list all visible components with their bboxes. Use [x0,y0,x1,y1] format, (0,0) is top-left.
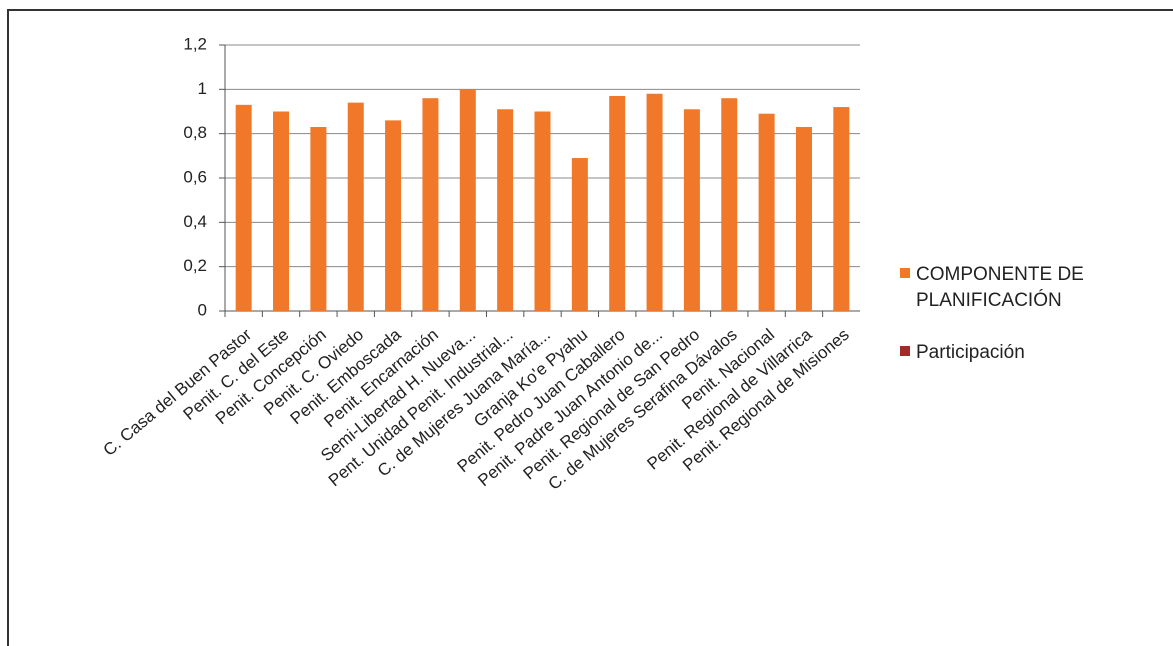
bar [273,111,290,311]
bar [683,109,700,312]
legend-swatch [900,346,910,356]
frame [7,9,1173,646]
bar [497,109,514,312]
bar [795,127,812,312]
bar [235,104,252,311]
bar [571,158,588,311]
bar [646,93,663,312]
bar [459,89,476,311]
bar [385,120,402,311]
bar [758,113,775,311]
bar [347,102,364,311]
y-tick-label: 0,2 [183,256,207,275]
legend-item: Participación [900,340,1146,366]
x-tick-label: C. Casa del Buen Pastor [100,325,256,460]
bar [833,107,850,311]
bar [422,98,439,311]
y-tick-label: 1 [198,79,207,98]
legend-label: Participación [916,342,1025,363]
y-tick-label: 0,4 [183,212,207,231]
bar [609,95,626,311]
y-tick-label: 0,8 [183,123,207,142]
y-tick-label: 1,2 [183,34,207,53]
legend-label: COMPONENTE DE PLANIFICACIÓN [916,264,1084,311]
bar [721,98,738,311]
y-tick-label: 0,6 [183,167,207,186]
y-tick-label: 0 [198,300,207,319]
bar [310,127,327,312]
plot-area: 0 0,2 0,4 0,6 0,8 1 1,2 C. Casa del Buen Pastor… [100,34,860,494]
bar [534,111,551,311]
legend-swatch [900,268,910,278]
legend-item: COMPONENTE DE PLANIFICACIÓN [900,262,1146,314]
